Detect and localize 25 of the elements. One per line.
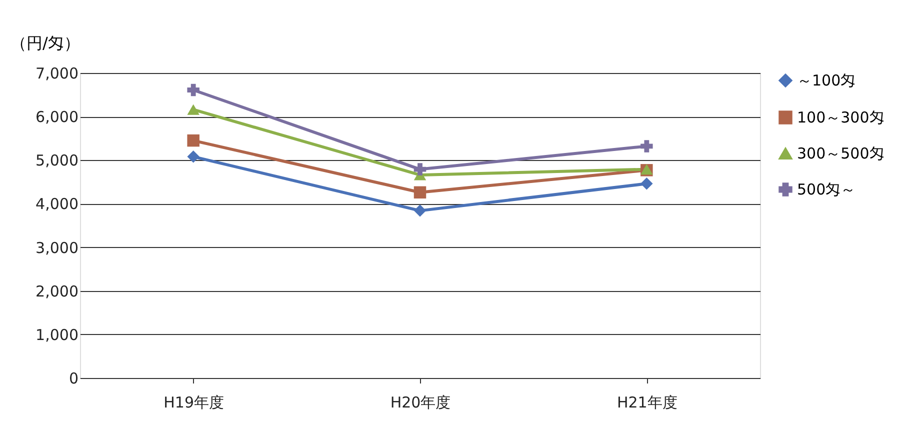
legend-label: 300～500匁 bbox=[797, 144, 884, 162]
point bbox=[414, 163, 426, 176]
point bbox=[640, 140, 653, 152]
y-tick-label: 1,000 bbox=[36, 326, 78, 344]
y-axis-title: （円/匁） bbox=[10, 34, 80, 52]
y-tick-label: 2,000 bbox=[36, 282, 78, 300]
y-tick-label: 4,000 bbox=[36, 195, 78, 214]
point bbox=[187, 104, 200, 115]
legend-label: ～100匁 bbox=[797, 72, 856, 90]
x-tick-label: H20年度 bbox=[390, 394, 451, 412]
point bbox=[187, 84, 200, 96]
point bbox=[640, 178, 653, 190]
x-tick-label: H19年度 bbox=[164, 394, 224, 412]
point bbox=[187, 134, 200, 147]
point bbox=[187, 150, 200, 163]
y-tick-label: 0 bbox=[68, 370, 78, 388]
y-tick-label: 6,000 bbox=[36, 108, 78, 126]
legend-label: 500匁～ bbox=[797, 180, 856, 198]
point bbox=[414, 204, 426, 217]
y-tick-label: 3,000 bbox=[36, 238, 78, 257]
y-tick-label: 7,000 bbox=[36, 64, 78, 82]
point bbox=[414, 186, 426, 199]
x-tick-label: H21年度 bbox=[616, 394, 678, 412]
legend-label: 100～300匁 bbox=[797, 108, 884, 126]
y-tick-label: 5,000 bbox=[36, 152, 78, 170]
